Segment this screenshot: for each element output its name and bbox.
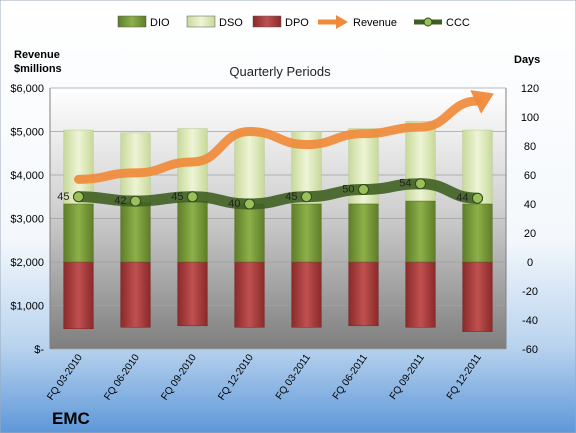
ccc-marker — [472, 192, 483, 204]
legend-swatch-dso — [186, 15, 216, 28]
chart-title: Quarterly Periods — [229, 64, 331, 79]
left-axis-ticks: $- $1,000 $2,000 $3,000 $4,000 $5,000 $6,000 — [10, 83, 44, 356]
right-tick-label: -20 — [522, 286, 538, 298]
dio-bar — [177, 200, 208, 263]
dio-bar — [462, 203, 493, 263]
left-tick-label: $6,000 — [10, 83, 44, 95]
right-tick-label: 80 — [524, 141, 536, 153]
dpo-bar — [405, 261, 436, 328]
dio-bar — [63, 203, 94, 263]
ccc-data-label: 50 — [342, 184, 354, 196]
legend-label-dio: DIO — [150, 17, 170, 29]
legend-swatch-revenue-arrowhead — [336, 15, 348, 29]
right-tick-label: -40 — [522, 315, 538, 327]
left-tick-label: $- — [34, 344, 44, 356]
legend-label-ccc: CCC — [446, 17, 470, 29]
revenue-line — [74, 96, 482, 184]
dio-bar — [120, 202, 151, 263]
left-tick-label: $1,000 — [10, 301, 44, 313]
right-tick-label: 100 — [521, 112, 539, 124]
ccc-data-label: 54 — [399, 178, 411, 190]
dso-bar — [462, 129, 493, 205]
company-label: EMC — [52, 409, 90, 428]
legend-label-dso: DSO — [219, 17, 243, 29]
legend-swatch-dpo — [252, 15, 282, 28]
dpo-bar — [234, 261, 265, 328]
dio-bar — [405, 200, 436, 263]
right-tick-label: -60 — [522, 344, 538, 356]
ccc-marker — [130, 195, 141, 207]
right-axis-title: Days — [514, 54, 540, 66]
left-axis-title-line1: Revenue — [14, 49, 60, 61]
right-tick-label: 20 — [524, 228, 536, 240]
ccc-marker — [358, 184, 369, 195]
ccc-marker — [187, 191, 198, 203]
ccc-marker — [73, 191, 84, 203]
revenue-arrowhead — [470, 90, 494, 114]
lines-group: 45 42 45 40 45 50 54 44 — [57, 90, 494, 210]
ccc-data-label: 44 — [456, 192, 468, 204]
dio-bar — [291, 203, 322, 263]
left-tick-label: $2,000 — [10, 257, 44, 269]
left-tick-label: $5,000 — [10, 127, 44, 139]
ccc-data-label: 40 — [228, 198, 240, 210]
legend-swatch-ccc-marker — [423, 17, 433, 27]
right-tick-label: 40 — [524, 199, 536, 211]
dpo-bar — [120, 261, 151, 328]
ccc-marker — [301, 191, 312, 203]
dpo-bar — [291, 261, 322, 328]
dio-bar — [348, 203, 379, 263]
ccc-data-label: 45 — [57, 191, 69, 203]
ccc-data-label: 42 — [114, 195, 126, 207]
left-axis-title-line2: $millions — [14, 63, 62, 75]
ccc-marker — [415, 178, 426, 190]
legend: DIO DSO DPO Revenue CCC — [117, 15, 470, 29]
right-tick-label: 60 — [524, 170, 536, 182]
ccc-data-label: 45 — [171, 191, 183, 203]
left-tick-label: $4,000 — [10, 170, 44, 182]
legend-label-revenue: Revenue — [353, 17, 397, 29]
dio-bar — [234, 203, 265, 263]
legend-swatch-dio — [117, 15, 147, 28]
left-axis-title: Revenue $millions — [14, 49, 63, 75]
dpo-bar — [63, 261, 94, 329]
ccc-marker — [244, 198, 255, 210]
dpo-bar — [348, 261, 379, 327]
legend-label-dpo: DPO — [285, 17, 309, 29]
ccc-data-label: 45 — [285, 191, 297, 203]
left-tick-label: $3,000 — [10, 214, 44, 226]
right-tick-label: 0 — [527, 257, 533, 269]
dpo-bar — [177, 261, 208, 327]
dso-bar — [234, 131, 265, 205]
right-axis-ticks: -60 -40 -20 0 20 40 60 80 100 120 — [521, 83, 539, 356]
dpo-bar — [462, 261, 493, 332]
right-tick-label: 120 — [521, 83, 539, 95]
